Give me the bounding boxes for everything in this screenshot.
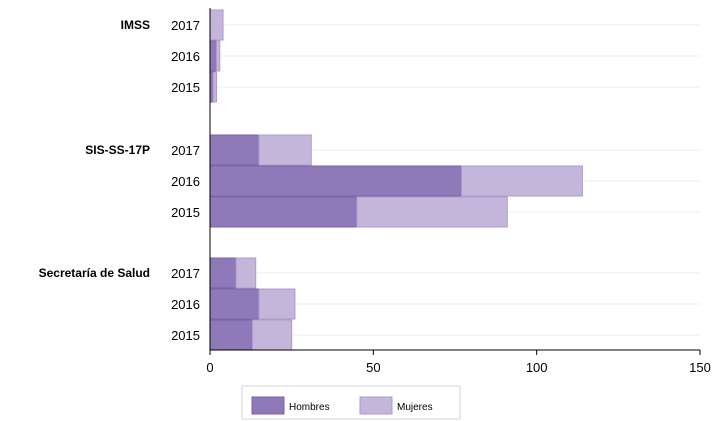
bar-mujeres-sis-ss-17p-2015 bbox=[356, 196, 508, 228]
bar-mujeres-imss-2017 bbox=[209, 9, 224, 41]
legend-label-mujeres: Mujeres bbox=[397, 402, 433, 413]
bar-mujeres-imss-2016 bbox=[216, 40, 221, 72]
group-label-3: Secretaría de Salud bbox=[39, 266, 150, 280]
legend: Hombres Mujeres bbox=[241, 385, 461, 420]
group-label-2: SIS-SS-17P bbox=[85, 143, 150, 157]
bar-hombres-sis-ss-17p-2015 bbox=[209, 196, 358, 228]
year-tick-label: 2015 bbox=[171, 80, 200, 95]
bar-mujeres-sis-ss-17p-2016 bbox=[461, 165, 583, 197]
bars-layer bbox=[209, 9, 583, 351]
bar-hombres-secretar-a-de-salud-2015 bbox=[209, 319, 253, 351]
bar-hombres-imss-2016 bbox=[209, 40, 218, 72]
bar-mujeres-secretar-a-de-salud-2017 bbox=[235, 257, 257, 289]
year-tick-label: 2016 bbox=[171, 49, 200, 64]
year-tick-label: 2016 bbox=[171, 174, 200, 189]
year-tick-label: 2016 bbox=[171, 297, 200, 312]
bar-mujeres-secretar-a-de-salud-2015 bbox=[251, 319, 293, 351]
bar-hombres-sis-ss-17p-2017 bbox=[209, 134, 260, 166]
year-tick-label: 2015 bbox=[171, 328, 200, 343]
legend-swatch-hombres bbox=[251, 396, 285, 415]
x-tick-label: 150 bbox=[689, 360, 711, 375]
year-tick-label: 2017 bbox=[171, 18, 200, 33]
year-tick-label: 2017 bbox=[171, 266, 200, 281]
axes-layer: IMSS 2017 2016 2015 SIS-SS-17P 2017 2016 2015 Se… bbox=[39, 8, 711, 375]
bar-mujeres-secretar-a-de-salud-2016 bbox=[258, 288, 296, 320]
x-tick-label: 0 bbox=[206, 360, 213, 375]
year-tick-label: 2017 bbox=[171, 143, 200, 158]
legend-swatch-mujeres bbox=[359, 396, 393, 415]
bar-mujeres-imss-2015 bbox=[212, 71, 218, 103]
bar-hombres-secretar-a-de-salud-2017 bbox=[209, 257, 237, 289]
bar-hombres-secretar-a-de-salud-2016 bbox=[209, 288, 260, 320]
bar-hombres-sis-ss-17p-2016 bbox=[209, 165, 463, 197]
x-tick-label: 50 bbox=[366, 360, 380, 375]
legend-label-hombres: Hombres bbox=[289, 402, 330, 413]
bar-mujeres-sis-ss-17p-2017 bbox=[258, 134, 312, 166]
x-tick-label: 100 bbox=[526, 360, 548, 375]
group-label-1: IMSS bbox=[121, 18, 150, 32]
year-tick-label: 2015 bbox=[171, 205, 200, 220]
